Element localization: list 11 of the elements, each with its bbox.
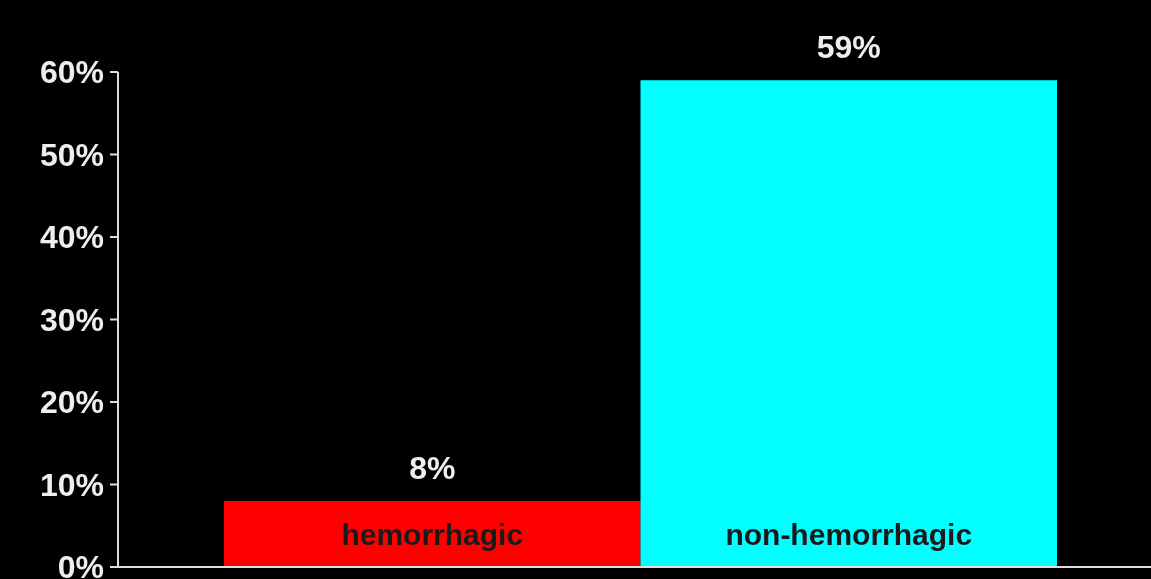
y-tick-label: 50% xyxy=(39,136,104,173)
y-tick-label: 60% xyxy=(39,54,104,91)
data-label: 59% xyxy=(816,29,881,66)
y-tick-label: 10% xyxy=(39,466,104,503)
y-tick-label: 20% xyxy=(39,384,104,421)
y-tick-label: 40% xyxy=(39,219,104,256)
x-tick-label: non-hemorrhagic xyxy=(725,518,973,551)
y-tick-label: 0% xyxy=(57,549,104,579)
y-tick-label: 30% xyxy=(39,301,104,338)
x-tick-label: hemorrhagic xyxy=(341,518,524,551)
data-label: 8% xyxy=(409,450,456,486)
